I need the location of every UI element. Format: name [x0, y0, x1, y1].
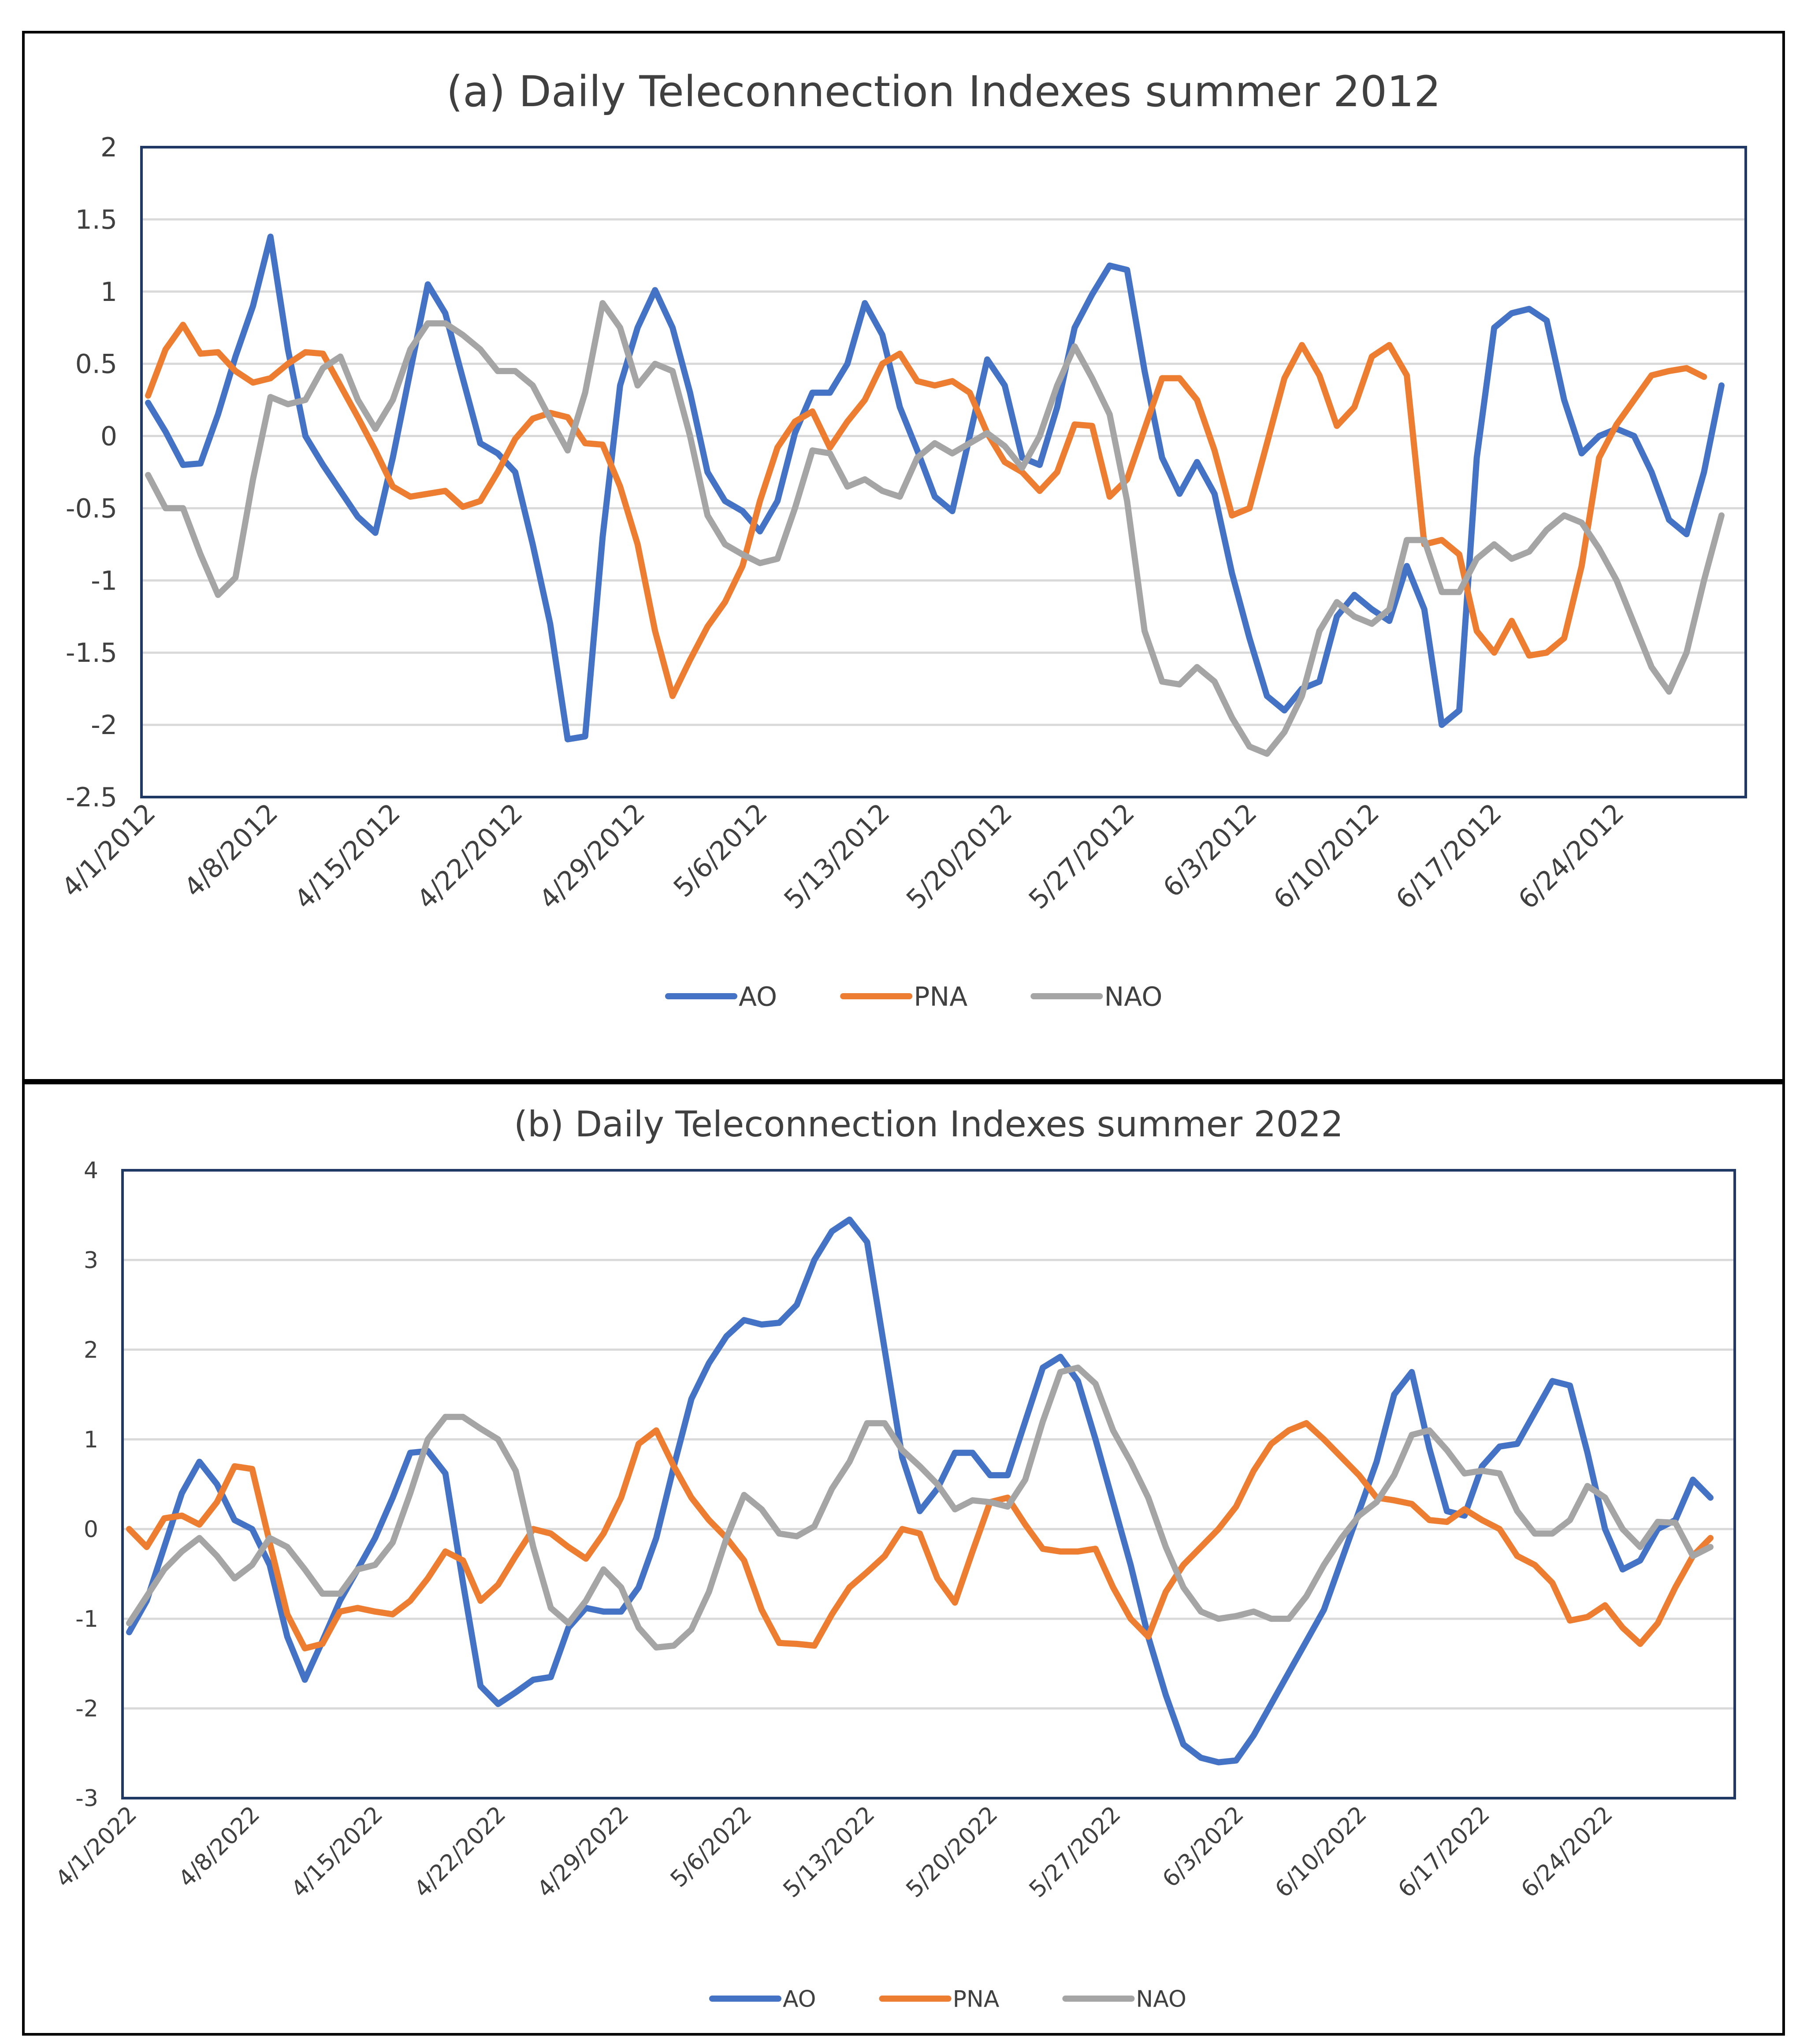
chart-a-ytick-label: 1.5 [75, 204, 117, 235]
chart-b-ytick-label: 1 [84, 1427, 98, 1453]
chart-a-xtick-label: 6/3/2012 [1157, 798, 1263, 903]
chart-b-ytick-label: -3 [75, 1785, 98, 1812]
chart-a-legend-ao-label: AO [739, 982, 777, 1013]
chart-b-legend-ao-label: AO [783, 1986, 816, 2013]
chart-b-ytick-label: 3 [84, 1247, 98, 1274]
chart-a-xtick-label: 4/1/2012 [56, 798, 162, 903]
chart-b-xtick-label: 6/24/2022 [1516, 1801, 1618, 1903]
chart-b-plot-area [121, 1169, 1736, 1799]
chart-b-legend-nao-label: NAO [1136, 1986, 1186, 2013]
chart-b-xtick-label: 5/27/2022 [1024, 1801, 1126, 1903]
chart-a-ytick-label: -2 [91, 710, 117, 741]
chart-a-xtick-label: 6/24/2012 [1513, 798, 1630, 915]
chart-b-xtick-label: 4/15/2022 [286, 1801, 388, 1903]
chart-a-xtick-label: 5/27/2012 [1023, 798, 1141, 915]
chart-b-series-nao-line [126, 1364, 1714, 1651]
chart-b-series-ao-line [126, 1217, 1714, 1766]
chart-a-series-nao-line [145, 300, 1725, 757]
chart-b-xtick-label: 6/3/2022 [1157, 1801, 1249, 1893]
chart-a-series-pna-line [145, 322, 1707, 699]
chart-b-xtick-label: 6/17/2022 [1393, 1801, 1495, 1903]
chart-a-xtick-label: 4/29/2012 [533, 798, 651, 915]
chart-a-xtick-label: 5/13/2012 [778, 798, 896, 915]
chart-a-ytick-label: -1 [91, 565, 117, 596]
chart-a-ytick-label: 2 [100, 132, 117, 163]
chart-b-ytick-label: 4 [84, 1157, 98, 1184]
chart-a-xtick-label: 5/20/2012 [900, 798, 1018, 915]
chart-b-ytick-label: -2 [75, 1696, 98, 1722]
chart-b-ytick-label: 2 [84, 1337, 98, 1363]
chart-b-xtick-label: 4/29/2022 [532, 1801, 634, 1903]
chart-a-legend-pna-label: PNA [914, 982, 967, 1013]
chart-a-xtick-label: 4/22/2012 [411, 798, 529, 915]
chart-b-title: (b) Daily Teleconnection Indexes summer … [514, 1104, 1343, 1145]
chart-a-series-ao-line [145, 234, 1725, 742]
chart-b-legend-pna-label: PNA [953, 1986, 1000, 2013]
chart-a-ytick-label: -1.5 [66, 638, 117, 668]
chart-a-title: (a) Daily Teleconnection Indexes summer … [446, 67, 1441, 116]
chart-a-xtick-label: 4/15/2012 [289, 798, 406, 915]
chart-a-xtick-label: 6/17/2012 [1390, 798, 1508, 915]
chart-b-ytick-label: 0 [84, 1516, 98, 1543]
chart-a-ytick-label: 0 [100, 421, 117, 452]
chart-a-ytick-label: -0.5 [66, 493, 117, 524]
chart-panel-b: (b) Daily Teleconnection Indexes summer … [22, 1082, 1785, 2036]
chart-a-ytick-label: -2.5 [66, 782, 117, 813]
chart-b-svg: (b) Daily Teleconnection Indexes summer … [51, 1104, 1736, 2013]
chart-a-svg: (a) Daily Teleconnection Indexes summer … [56, 67, 1747, 1013]
chart-a-xtick-label: 5/6/2012 [668, 798, 773, 903]
chart-b-xtick-label: 6/10/2022 [1270, 1801, 1372, 1903]
chart-b-xtick-label: 4/1/2022 [51, 1801, 142, 1893]
chart-b-series-pna-line [126, 1420, 1714, 1651]
chart-b-xtick-label: 5/20/2022 [901, 1801, 1003, 1903]
chart-a-ytick-label: 1 [100, 277, 117, 308]
chart-a-plot-area [140, 146, 1747, 798]
chart-a-xtick-label: 6/10/2012 [1268, 798, 1385, 915]
chart-b-xtick-label: 4/8/2022 [174, 1801, 265, 1893]
chart-panel-a: (a) Daily Teleconnection Indexes summer … [22, 31, 1785, 1082]
chart-a-legend-nao-label: NAO [1104, 982, 1162, 1013]
chart-b-xtick-label: 4/22/2022 [409, 1801, 511, 1903]
chart-a-xtick-label: 4/8/2012 [178, 798, 284, 903]
chart-b-ytick-label: -1 [75, 1606, 98, 1632]
chart-b-xtick-label: 5/6/2022 [666, 1801, 757, 1893]
chart-b-xtick-label: 5/13/2022 [778, 1801, 880, 1903]
chart-a-ytick-label: 0.5 [75, 349, 117, 380]
